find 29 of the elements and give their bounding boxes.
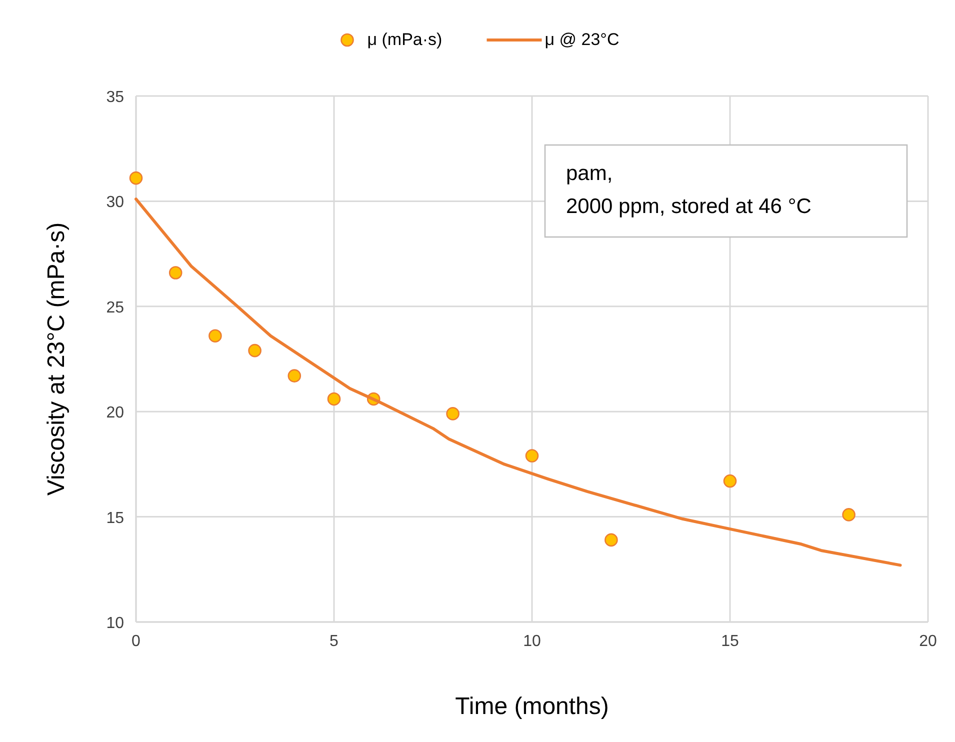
y-tick-label: 35 (106, 89, 124, 106)
point (288, 369, 302, 382)
line-series (134, 198, 902, 567)
y-tick-label: 30 (106, 194, 124, 212)
x-tick-label: 0 (132, 633, 141, 650)
y-tick-label: 10 (106, 615, 124, 632)
point (723, 474, 737, 488)
y-axis-title: Viscosity at 23°C (mPa·s) (43, 222, 70, 496)
x-axis-title: Time (months) (455, 693, 609, 720)
point (168, 266, 182, 280)
x-tick-label: 10 (523, 633, 541, 650)
x-tick-label: 5 (330, 633, 339, 650)
point (525, 449, 539, 462)
x-tick-label: 15 (721, 633, 739, 650)
text-box: pam, 2000 ppm, stored at 46 °C (544, 144, 908, 238)
point (604, 533, 618, 547)
point (446, 407, 460, 420)
legend-label: μ @ 23°C (544, 30, 620, 49)
point (129, 171, 143, 185)
point (327, 392, 341, 406)
point (208, 329, 222, 343)
y-tick-label: 25 (106, 299, 124, 316)
y-tick-label: 15 (106, 510, 124, 527)
legend-label: μ (mPa·s) (367, 30, 442, 49)
x-tick-label: 20 (919, 633, 937, 650)
point (842, 508, 856, 522)
annotation: pam, 2000 ppm, stored at 46 °C (566, 162, 812, 218)
y-tick-label: 20 (106, 404, 124, 422)
point (248, 344, 262, 358)
